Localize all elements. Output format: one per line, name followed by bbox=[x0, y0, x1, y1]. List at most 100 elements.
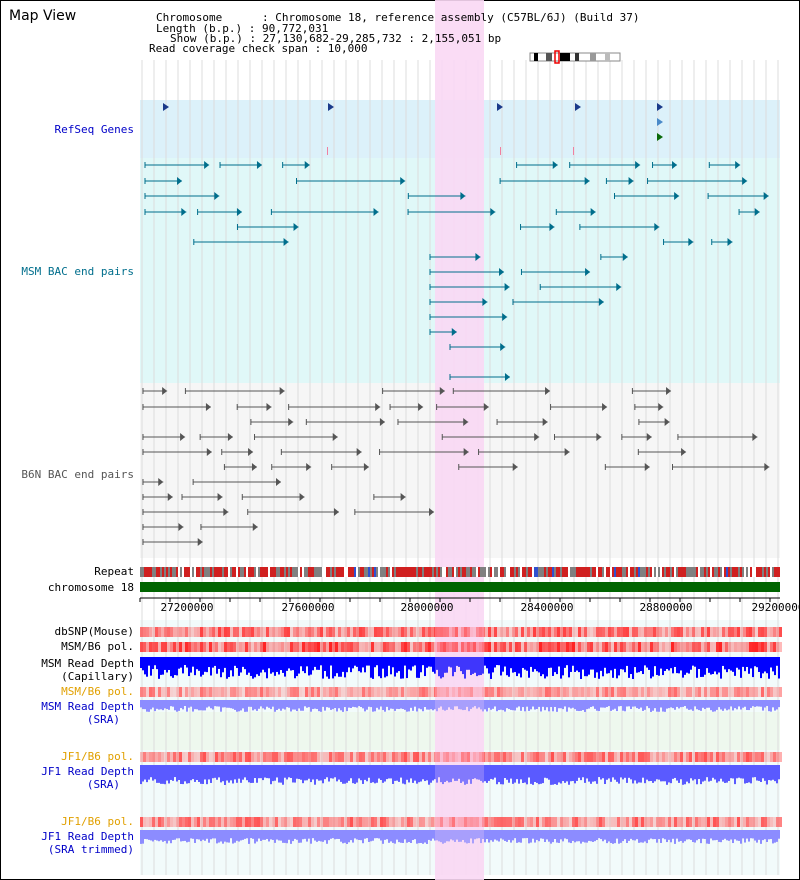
chromosome-bar bbox=[140, 582, 780, 592]
jf1-b6-pol-strip bbox=[245, 752, 248, 762]
msm-read-depth-capillary-bar bbox=[614, 657, 616, 669]
msm-b6-pol-sra-strip bbox=[410, 687, 413, 697]
jf1-b6-pol-strip bbox=[362, 752, 365, 762]
msm-read-depth-sra-bar bbox=[418, 700, 420, 708]
jf1-read-depth-trimmed-bar bbox=[340, 830, 342, 842]
jf1-b6-pol-strip bbox=[569, 752, 572, 762]
jf1-read-depth-bar bbox=[732, 765, 734, 778]
repeat-element bbox=[354, 567, 356, 577]
msm-b6-pol-strip bbox=[503, 642, 506, 652]
repeat-element bbox=[370, 567, 372, 577]
jf1-b6-pol-strip bbox=[611, 752, 614, 762]
repeat-element bbox=[196, 567, 198, 577]
dbsnp-strip bbox=[491, 627, 494, 637]
repeat-element bbox=[338, 567, 340, 577]
msm-read-depth-sra-bar bbox=[424, 700, 426, 707]
jf1-read-depth-trimmed-bar bbox=[716, 830, 718, 840]
repeat-element bbox=[736, 567, 738, 577]
jf1-read-depth-trimmed-bar bbox=[638, 830, 640, 843]
jf1-read-depth-trimmed-bar bbox=[710, 830, 712, 838]
msm-read-depth-capillary-bar bbox=[674, 657, 676, 667]
jf1-read-depth-trimmed-bar bbox=[758, 830, 760, 840]
jf1-b6-pol-trim-strip bbox=[545, 817, 548, 827]
msm-read-depth-capillary-bar bbox=[692, 657, 694, 666]
jf1-b6-pol-strip bbox=[635, 752, 638, 762]
repeat-element bbox=[696, 567, 698, 577]
repeat-element bbox=[222, 567, 224, 577]
msm-b6-pol-strip bbox=[677, 642, 680, 652]
msm-read-depth-sra-bar bbox=[400, 700, 402, 709]
jf1-read-depth-bar bbox=[706, 765, 708, 777]
dbsnp-strip bbox=[344, 627, 347, 637]
jf1-read-depth-bar bbox=[508, 765, 510, 783]
msm-b6-pol-sra-strip bbox=[377, 687, 380, 697]
msm-b6-pol-sra-strip bbox=[317, 687, 320, 697]
jf1-b6-pol-trim-strip bbox=[674, 817, 677, 827]
msm-b6-pol-sra-strip bbox=[218, 687, 221, 697]
jf1-b6-pol-strip bbox=[230, 752, 233, 762]
jf1-b6-pol-trim-strip bbox=[179, 817, 182, 827]
msm-read-depth-capillary-bar bbox=[238, 657, 240, 676]
msm-b6-pol-strip bbox=[305, 642, 308, 652]
msm-read-depth-capillary-bar bbox=[632, 657, 634, 679]
msm-read-depth-sra-bar bbox=[422, 700, 424, 711]
dbsnp-strip bbox=[425, 627, 428, 637]
msm-read-depth-capillary-bar bbox=[198, 657, 200, 671]
msm-read-depth-capillary-bar bbox=[148, 657, 150, 666]
repeat-element bbox=[706, 567, 708, 577]
jf1-b6-pol-trim-strip bbox=[767, 817, 770, 827]
msm-b6-pol-sra-strip bbox=[191, 687, 194, 697]
msm-read-depth-sra-bar bbox=[380, 700, 382, 707]
repeat-element bbox=[526, 567, 528, 577]
dbsnp-strip bbox=[626, 627, 629, 637]
dbsnp-strip bbox=[386, 627, 389, 637]
repeat-element bbox=[758, 567, 760, 577]
msm-read-depth-sra-bar bbox=[596, 700, 598, 711]
msm-bac-end-pairs-label[interactable]: MSM BAC end pairs bbox=[21, 266, 134, 278]
repeat-element bbox=[276, 567, 278, 577]
jf1-read-depth-trimmed-bar bbox=[508, 830, 510, 840]
jf1-read-depth-trimmed-bar bbox=[410, 830, 412, 843]
jf1-read-depth-trimmed-bar bbox=[354, 830, 356, 838]
refseq-genes-label[interactable]: RefSeq Genes bbox=[55, 124, 134, 136]
jf1-b6-pol-strip bbox=[587, 752, 590, 762]
repeat-element bbox=[426, 567, 428, 577]
repeat-element bbox=[344, 567, 346, 577]
jf1-read-depth-bar bbox=[742, 765, 744, 779]
dbsnp-strip bbox=[233, 627, 236, 637]
msm-read-depth-capillary-bar bbox=[774, 657, 776, 675]
msm-b6-pol-sra-strip bbox=[752, 687, 755, 697]
msm-read-depth-sra-bar bbox=[160, 700, 162, 709]
b6n-bac-end-pairs-label[interactable]: B6N BAC end pairs bbox=[21, 469, 134, 481]
jf1-b6-pol-trim-strip bbox=[497, 817, 500, 827]
jf1-b6-pol-trim-strip bbox=[527, 817, 530, 827]
msm-read-depth-sra-bar bbox=[490, 700, 492, 710]
msm-read-depth-sra-bar bbox=[624, 700, 626, 711]
msm-read-depth-sra-bar bbox=[588, 700, 590, 709]
repeat-element bbox=[508, 567, 510, 577]
msm-read-depth-sra-bar bbox=[686, 700, 688, 709]
repeat-element bbox=[470, 567, 472, 577]
jf1-read-depth-bar bbox=[736, 765, 738, 778]
jf1-read-depth-trimmed-bar bbox=[534, 830, 536, 843]
repeat-element bbox=[620, 567, 622, 577]
msm-read-depth-capillary-bar bbox=[742, 657, 744, 667]
dbsnp-strip bbox=[281, 627, 284, 637]
jf1-read-depth-trimmed-bar bbox=[596, 830, 598, 840]
jf1-read-depth-bar bbox=[676, 765, 678, 781]
repeat-element bbox=[198, 567, 200, 577]
jf1-b6-pol-strip bbox=[578, 752, 581, 762]
jf1-b6-pol-trim-strip bbox=[485, 817, 488, 827]
repeat-element bbox=[586, 567, 588, 577]
jf1-read-depth-trimmed-bar bbox=[678, 830, 680, 842]
msm-b6-pol-strip bbox=[764, 642, 767, 652]
msm-read-depth-sra-bar bbox=[316, 700, 318, 709]
msm-read-depth-sra-bar bbox=[518, 700, 520, 706]
jf1-read-depth-bar bbox=[590, 765, 592, 784]
msm-read-depth-capillary-bar bbox=[252, 657, 254, 679]
jf1-b6-pol-strip bbox=[605, 752, 608, 762]
jf1-read-depth-bar bbox=[758, 765, 760, 781]
jf1-b6-pol-trim-strip bbox=[695, 817, 698, 827]
jf1-read-depth-bar bbox=[558, 765, 560, 782]
dbsnp-strip bbox=[314, 627, 317, 637]
